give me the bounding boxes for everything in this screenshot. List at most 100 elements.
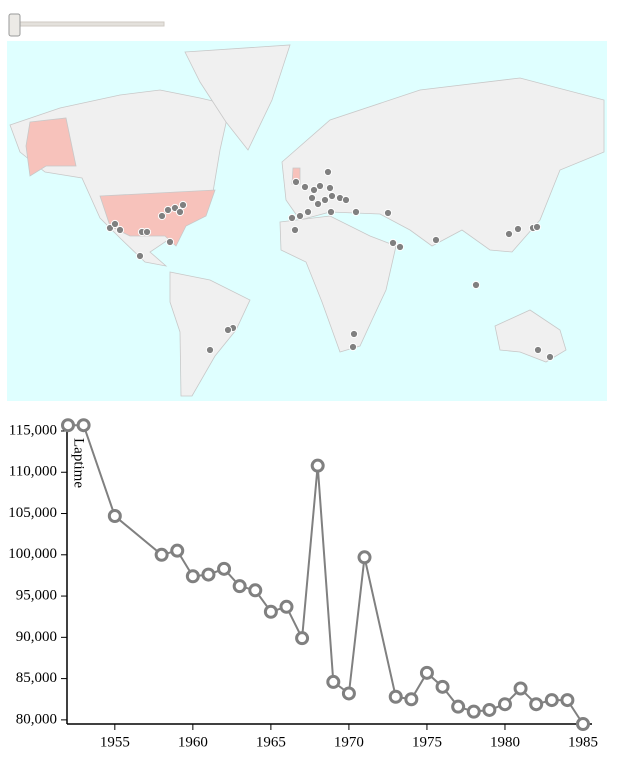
data-point — [576, 717, 590, 731]
circuit-marker — [135, 251, 145, 261]
y-tick-label: 90,000 — [16, 629, 57, 645]
greenland — [184, 44, 291, 151]
y-axis-label: Laptime — [71, 438, 87, 488]
circuit-marker — [309, 185, 319, 195]
x-tick-label: 1965 — [256, 734, 286, 750]
x-tick-label: 1980 — [490, 734, 520, 750]
series-line — [68, 424, 584, 725]
circuit-marker — [341, 195, 351, 205]
circuit-marker — [223, 325, 233, 335]
data-point — [326, 674, 341, 689]
data-point — [560, 693, 575, 708]
circuit-marker — [431, 235, 441, 245]
data-point — [76, 418, 91, 433]
circuit-marker — [290, 225, 300, 235]
data-point — [279, 599, 294, 614]
circuit-marker — [142, 227, 152, 237]
circuit-marker — [163, 205, 173, 215]
x-tick-label: 1955 — [100, 734, 130, 750]
africa — [279, 215, 397, 353]
circuit-marker — [395, 242, 405, 252]
circuit-marker — [165, 237, 175, 247]
y-tick-label: 110,000 — [9, 464, 57, 480]
circuit-marker — [532, 222, 542, 232]
data-point — [217, 561, 232, 576]
x-tick-label: 1970 — [334, 734, 364, 750]
data-point — [435, 679, 450, 694]
australia — [494, 309, 567, 363]
y-tick-label: 95,000 — [16, 587, 57, 603]
data-point — [154, 547, 169, 562]
circuit-marker — [313, 199, 323, 209]
data-point — [185, 569, 200, 584]
data-point — [201, 567, 216, 582]
circuit-marker — [291, 177, 301, 187]
data-point — [248, 583, 263, 598]
data-point — [544, 693, 559, 708]
data-point — [497, 697, 512, 712]
line-chart: Laptime 80,000 85,000 90,000 95,000 100,000 1… — [8, 418, 598, 750]
data-point — [451, 699, 466, 714]
circuit-marker — [327, 191, 337, 201]
circuit-marker — [300, 182, 310, 192]
circuit-marker — [303, 207, 313, 217]
circuit-marker — [178, 200, 188, 210]
circuit-marker — [513, 224, 523, 234]
data-point — [466, 704, 481, 719]
data-point — [482, 702, 497, 717]
data-point — [388, 689, 403, 704]
circuit-marker — [315, 181, 325, 191]
x-tick-label: 1985 — [568, 734, 598, 750]
slider[interactable] — [8, 13, 165, 37]
x-tick-label: 1960 — [178, 734, 208, 750]
data-point — [107, 508, 122, 523]
circuit-marker — [545, 352, 555, 362]
slider-thumb[interactable] — [8, 13, 21, 37]
circuit-marker — [307, 193, 317, 203]
alaska — [25, 117, 77, 177]
data-point — [404, 692, 419, 707]
circuit-marker — [325, 183, 335, 193]
data-point — [170, 543, 185, 558]
circuit-marker — [349, 329, 359, 339]
y-tick-label: 80,000 — [16, 711, 57, 727]
y-tick-label: 85,000 — [16, 670, 57, 686]
circuit-marker — [287, 213, 297, 223]
circuit-markers — [105, 167, 555, 362]
data-point — [61, 418, 75, 433]
data-point — [341, 686, 356, 701]
data-point — [513, 681, 528, 696]
circuit-marker — [110, 219, 120, 229]
slider-track[interactable] — [9, 21, 165, 27]
circuit-marker — [504, 229, 514, 239]
circuit-marker — [533, 345, 543, 355]
y-tick-label: 105,000 — [8, 505, 57, 521]
circuit-marker — [205, 345, 215, 355]
circuit-marker — [383, 208, 393, 218]
data-point — [310, 458, 325, 473]
circuit-marker — [348, 342, 358, 352]
y-tick-label: 100,000 — [8, 546, 57, 562]
circuit-marker — [157, 211, 167, 221]
circuit-marker — [388, 238, 398, 248]
circuit-marker — [295, 211, 305, 221]
circuit-marker — [323, 167, 333, 177]
data-point — [295, 631, 310, 646]
south-america — [169, 271, 251, 397]
eurasia — [281, 77, 605, 253]
circuit-marker — [471, 280, 481, 290]
data-point — [263, 604, 278, 619]
data-point — [529, 697, 544, 712]
circuit-marker — [175, 207, 185, 217]
world-map — [7, 41, 607, 401]
circuit-marker — [320, 195, 330, 205]
circuit-marker — [326, 207, 336, 217]
y-tick-label: 115,000 — [9, 422, 57, 438]
data-point — [419, 665, 434, 680]
data-point — [232, 579, 247, 594]
x-tick-label: 1975 — [412, 734, 442, 750]
circuit-marker — [115, 225, 125, 235]
circuit-marker — [351, 207, 361, 217]
